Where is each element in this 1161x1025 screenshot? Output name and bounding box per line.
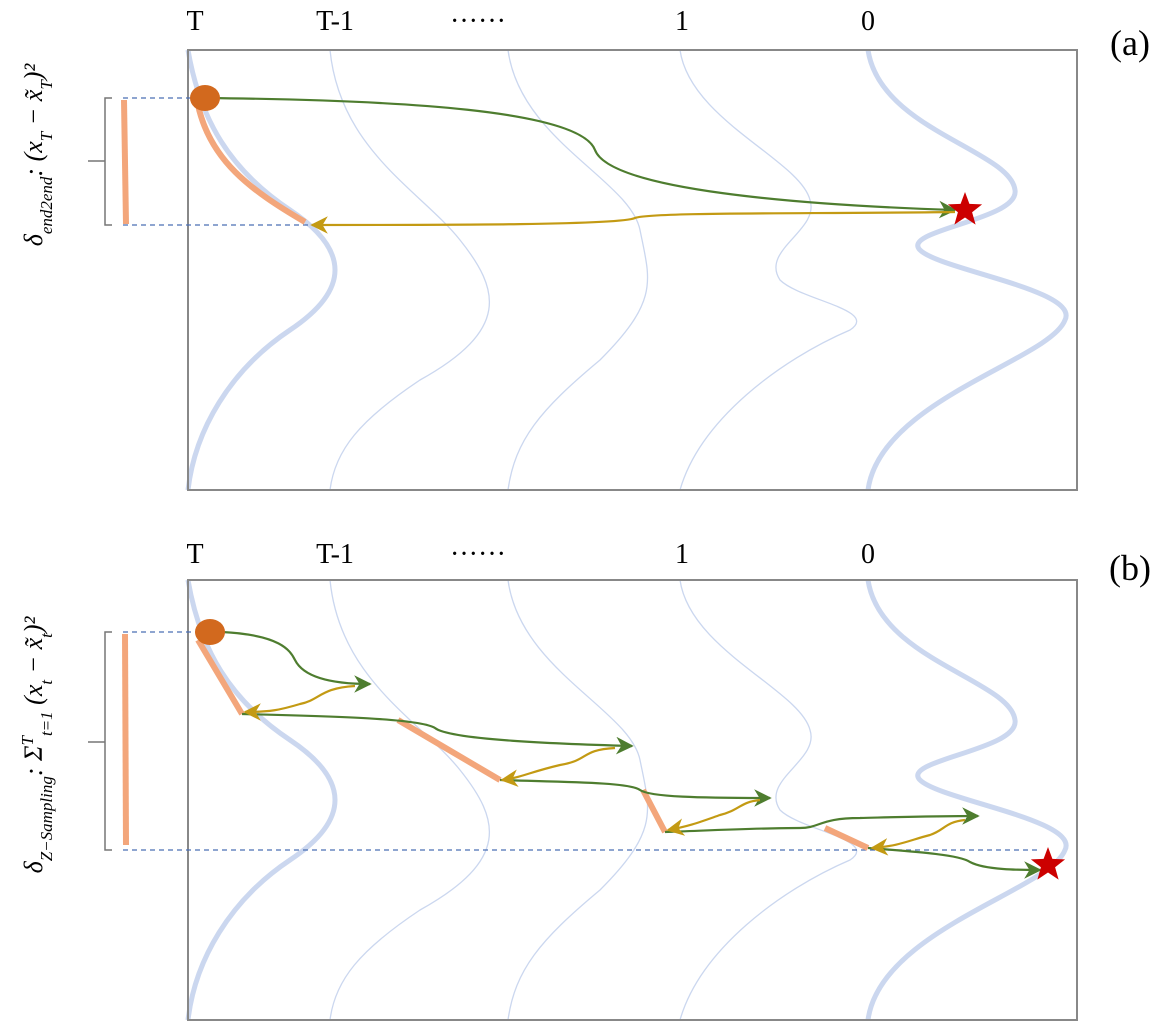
y-label-part: t [37,632,56,638]
column-label: T [186,6,203,37]
panel-b [88,580,1077,1020]
y-label-part: T [37,130,56,141]
y-label: δZ−Sampling: ΣTt=1 (xt − x̃t)² [18,615,56,873]
column-label: 1 [675,6,689,37]
panel-label: (a) [1110,23,1150,63]
column-label: 1 [675,539,689,570]
y-label-part: − x̃ [19,637,48,680]
y-label-part: : (x [19,141,48,177]
panel-label: (b) [1109,548,1151,588]
y-label-part: : Σ [19,745,48,776]
y-label-part: t=1 [37,711,56,736]
column-label: T-1 [316,539,354,570]
y-label-part: δ [19,233,48,246]
y-label: δend2end: (xT − x̃T)² [19,63,56,247]
y-label-part: T [18,735,37,746]
column-label: ······ [450,6,506,37]
y-label-part: )² [19,615,48,635]
y-label-part: T [37,79,56,90]
column-label: T-1 [316,6,354,37]
y-label-part: Z−Sampling [37,776,56,861]
panel-a [88,50,1077,490]
column-label: T [186,539,203,570]
column-label: 0 [861,539,875,570]
y-label-part: − x̃ [19,88,48,131]
column-label: 0 [861,6,875,37]
y-label-part: t [37,679,56,685]
y-label-part: δ [19,860,48,873]
column-label: ······ [450,539,506,570]
y-label-part: end2end [37,176,56,234]
y-label-part: (x [19,684,48,711]
y-label-part: )² [19,63,48,83]
